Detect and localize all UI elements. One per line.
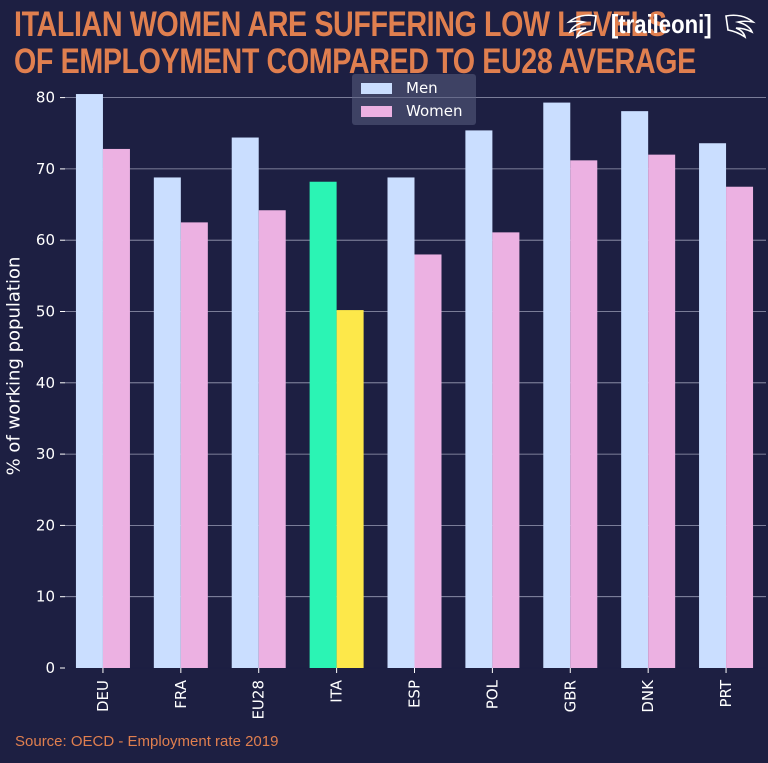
x-tick-label-eu28: EU28 (250, 680, 268, 720)
bar-men-eu28 (231, 137, 259, 668)
source-note: Source: OECD - Employment rate 2019 (15, 733, 279, 750)
y-tick-label-60: 60 (36, 231, 55, 249)
bar-women-eu28 (258, 210, 286, 668)
y-tick-label-0: 0 (45, 659, 55, 677)
y-axis-title: % of working population (3, 256, 25, 476)
x-tick-label-deu: DEU (94, 680, 112, 712)
x-axis-ticks: DEU FRA EU28 ITA ESP POL GBR DNK PRT (94, 668, 735, 720)
x-tick-label-fra: FRA (172, 679, 190, 708)
left-wing-icon (565, 14, 597, 39)
legend-swatch-men (361, 82, 392, 94)
legend: Men Women (352, 74, 476, 125)
y-tick-label-80: 80 (36, 89, 55, 107)
bar-men-prt (699, 143, 727, 668)
bar-men-pol (465, 130, 493, 668)
bar-men-esp (387, 177, 415, 668)
legend-label-men: Men (406, 79, 438, 97)
bar-men-dnk (621, 111, 649, 669)
bar-men-deu (75, 94, 103, 668)
y-tick-label-20: 20 (36, 516, 55, 534)
bar-women-prt (726, 186, 754, 668)
bar-women-ita (336, 310, 364, 668)
y-tick-label-30: 30 (36, 445, 55, 463)
bar-women-fra (180, 222, 208, 668)
bar-women-pol (492, 232, 520, 668)
x-tick-label-pol: POL (483, 679, 501, 709)
bar-women-esp (414, 254, 442, 668)
brand-name: [traileoni] (610, 8, 712, 39)
x-tick-label-ita: ITA (328, 679, 346, 702)
y-axis-ticks: 0 10 20 30 40 50 60 70 80 (36, 89, 65, 677)
y-tick-label-10: 10 (36, 588, 55, 606)
y-tick-label-40: 40 (36, 374, 55, 392)
x-tick-label-gbr: GBR (561, 680, 579, 712)
right-wing-icon (725, 14, 756, 39)
bar-women-deu (102, 148, 130, 668)
legend-swatch-women (361, 105, 392, 117)
y-tick-label-50: 50 (36, 303, 55, 321)
bar-men-gbr (543, 102, 571, 668)
bar-men-fra (153, 177, 181, 668)
brand-logo: [traileoni] (565, 6, 756, 42)
x-tick-label-prt: PRT (717, 679, 735, 707)
bar-women-gbr (570, 160, 598, 668)
x-tick-label-esp: ESP (406, 680, 424, 708)
legend-item-women: Women (361, 102, 462, 120)
x-tick-label-dnk: DNK (639, 679, 657, 713)
bars (75, 94, 754, 669)
bar-men-ita (309, 181, 337, 668)
legend-label-women: Women (406, 102, 463, 120)
legend-item-men: Men (361, 79, 438, 97)
bar-women-dnk (648, 154, 676, 668)
y-tick-label-70: 70 (36, 160, 55, 178)
